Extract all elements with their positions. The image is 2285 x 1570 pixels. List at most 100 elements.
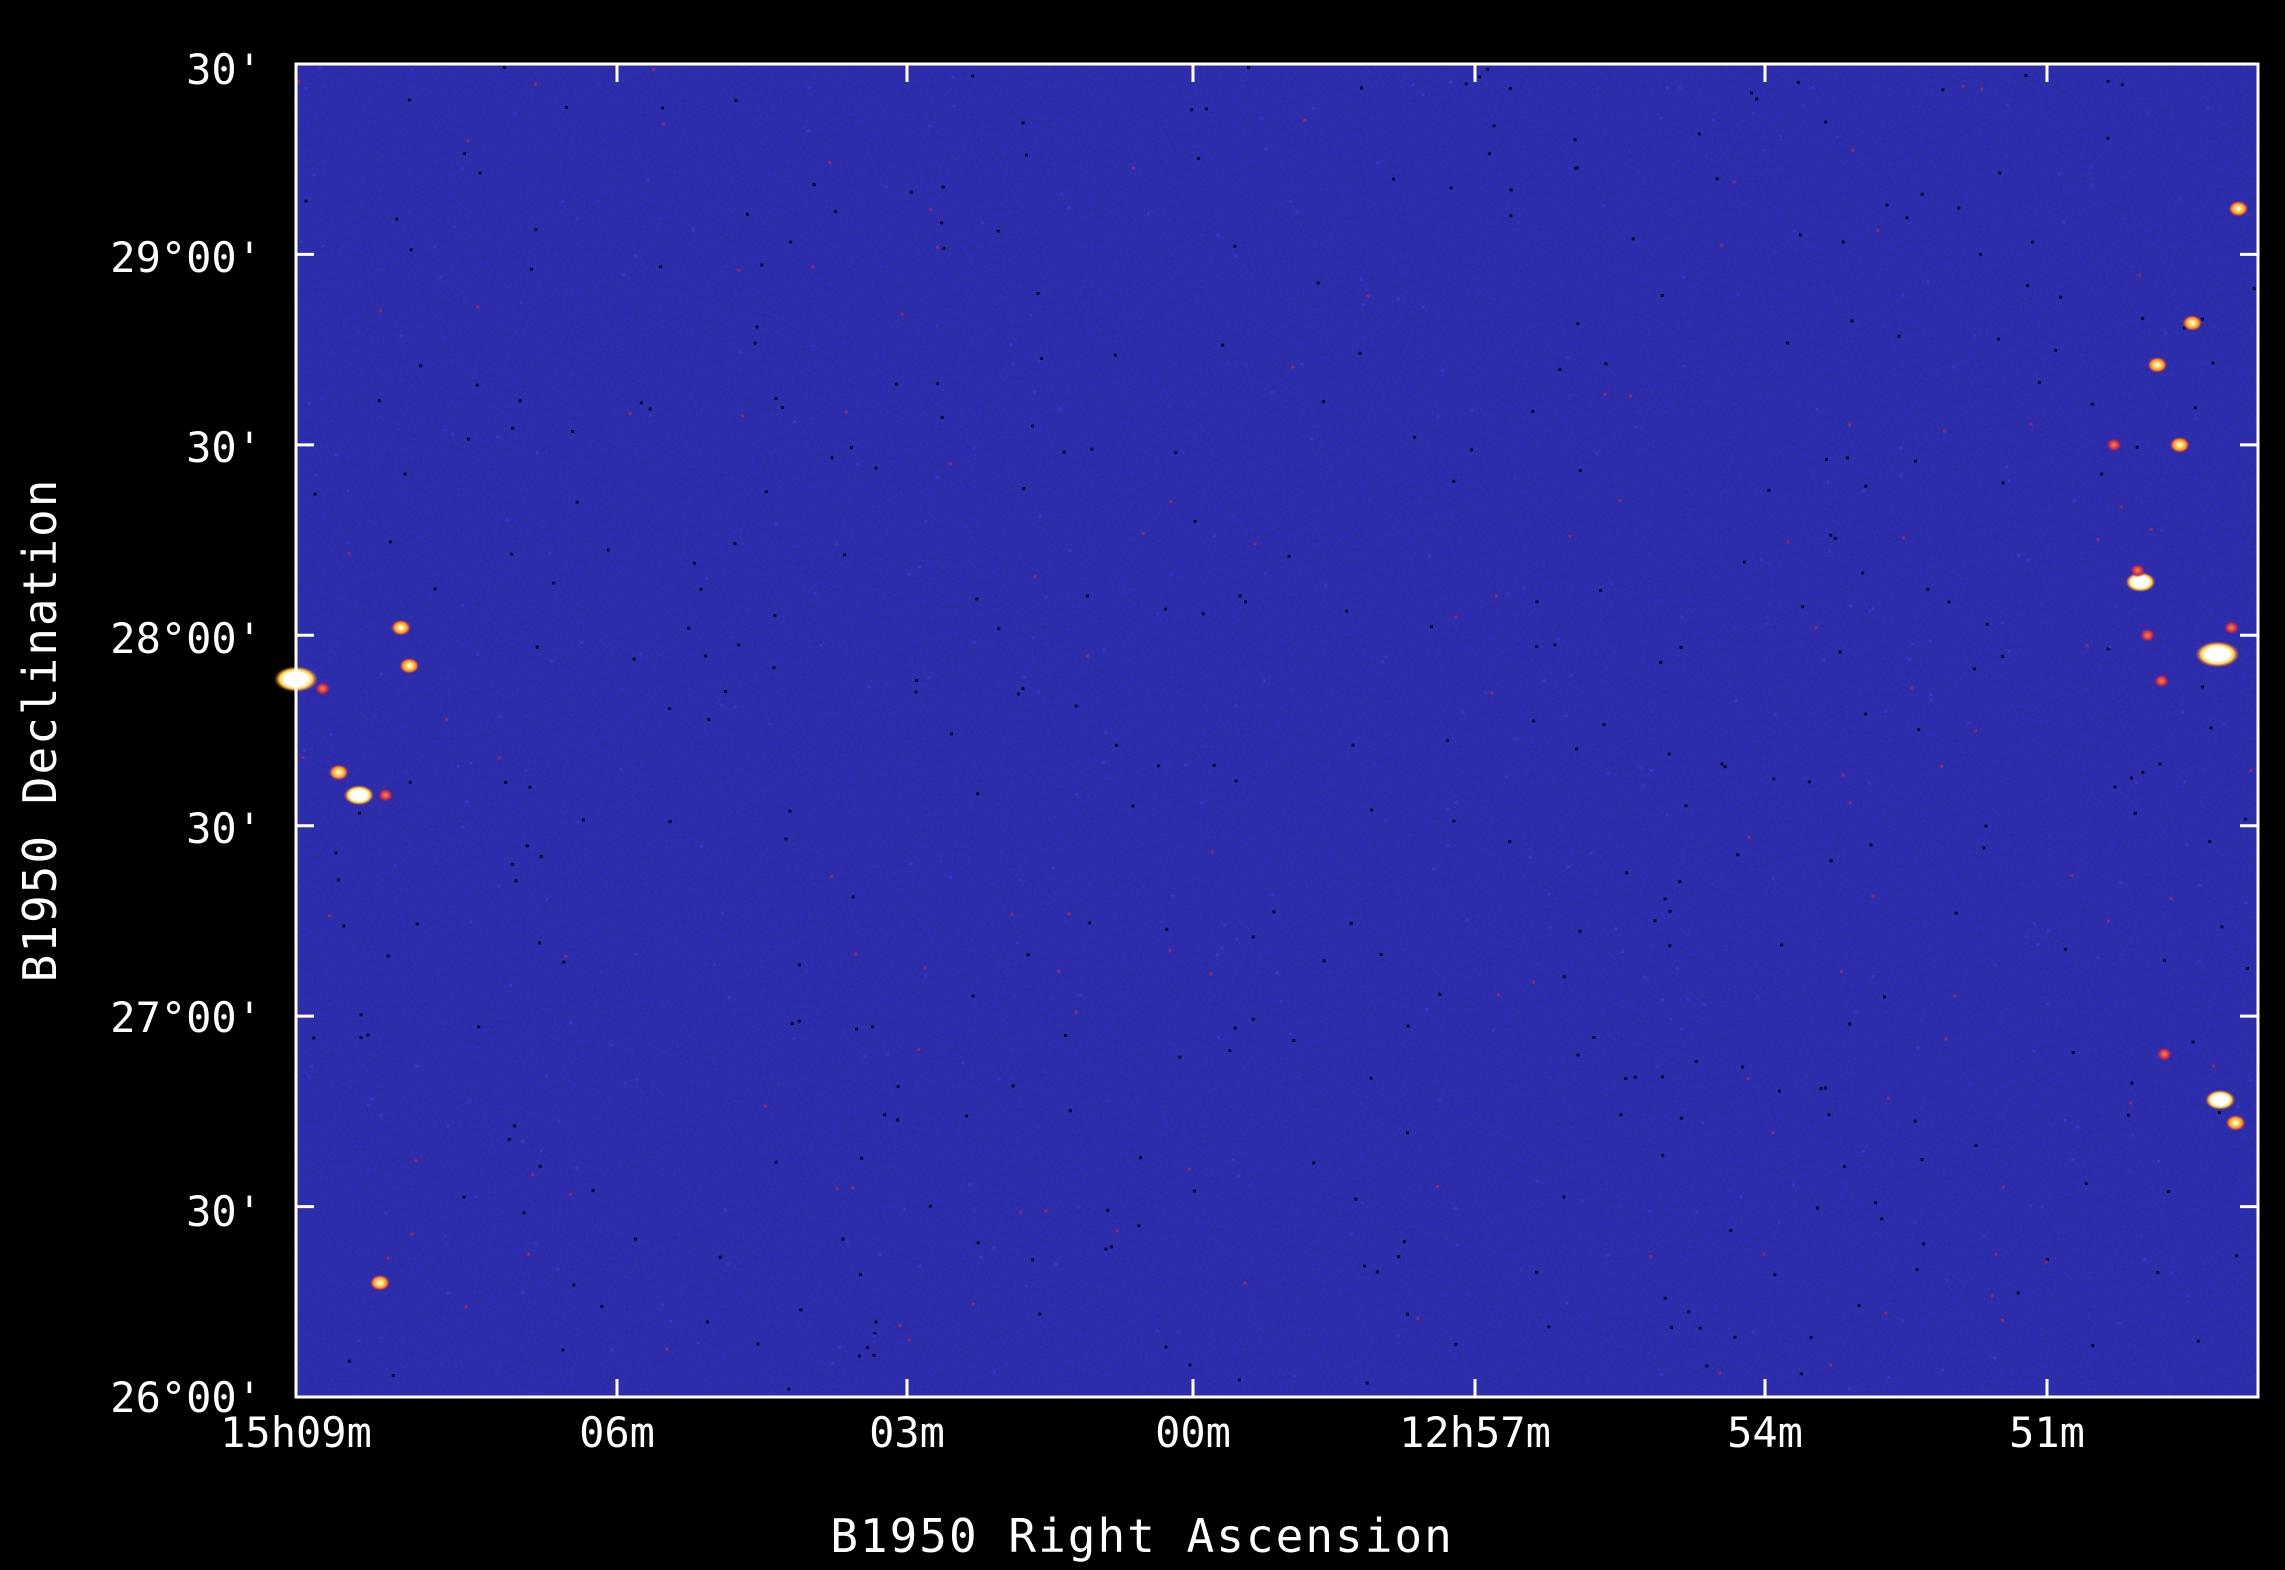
noise-speckle [1993, 963, 1997, 966]
noise-speckle [1187, 1167, 1191, 1171]
noise-speckle [367, 1103, 371, 1107]
noise-speckle [529, 267, 533, 271]
noise-speckle [1369, 1076, 1373, 1080]
noise-speckle [1827, 550, 1831, 553]
noise-speckle [525, 844, 529, 848]
noise-speckle [1505, 775, 1509, 779]
noise-speckle [2054, 348, 2058, 352]
radio-source-source-3 [328, 764, 349, 781]
noise-speckle [1631, 237, 1635, 241]
noise-speckle [2113, 785, 2117, 789]
x-tick-label-3: 00m [1155, 1408, 1231, 1457]
radio-source-source-7 [390, 619, 411, 636]
noise-speckle [469, 761, 473, 765]
radio-source-source-13 [2147, 356, 2168, 373]
noise-speckle [1312, 1161, 1316, 1165]
noise-speckle [2157, 1159, 2160, 1163]
noise-speckle [408, 780, 412, 784]
noise-speckle [1984, 824, 1988, 828]
noise-speckle [1575, 166, 1579, 170]
noise-speckle [981, 221, 984, 225]
noise-speckle [1796, 80, 1800, 84]
noise-speckle [1535, 1270, 1538, 1274]
noise-speckle [2243, 817, 2247, 821]
noise-speckle [1044, 596, 1048, 600]
noise-speckle [1566, 356, 1570, 360]
noise-speckle [1663, 1296, 1667, 1300]
noise-speckle [1104, 1247, 1108, 1251]
noise-speckle [1695, 1209, 1699, 1213]
noise-speckle [521, 1139, 525, 1143]
noise-speckle [1980, 87, 1984, 91]
noise-speckle [1365, 1381, 1369, 1385]
x-tick-label-6: 51m [2009, 1408, 2085, 1457]
noise-speckle [1421, 305, 1425, 309]
noise-speckle [2001, 481, 2005, 485]
noise-speckle [1019, 1210, 1022, 1214]
noise-speckle [972, 640, 976, 644]
noise-speckle [2141, 771, 2145, 774]
noise-speckle [475, 383, 479, 387]
radio-source-source-4 [343, 785, 374, 806]
noise-speckle [1452, 819, 1456, 823]
noise-speckle [2090, 402, 2094, 406]
noise-speckle [1798, 233, 1802, 237]
noise-speckle [1074, 704, 1078, 708]
radio-source-source-17 [2195, 641, 2240, 668]
noise-speckle [1910, 686, 1914, 690]
noise-speckle [996, 229, 1000, 233]
noise-speckle [1324, 583, 1328, 587]
noise-speckle [2044, 1260, 2048, 1264]
noise-speckle [1216, 233, 1220, 237]
noise-speckle [1259, 116, 1263, 120]
noise-speckle [1361, 303, 1365, 307]
noise-speckle [1221, 343, 1225, 347]
noise-speckle [1940, 1368, 1944, 1372]
noise-speckle [1679, 645, 1683, 649]
noise-speckle [433, 245, 437, 249]
noise-speckle [1985, 622, 1989, 626]
noise-speckle [1705, 1364, 1709, 1368]
noise-speckle [534, 228, 538, 232]
noise-speckle [909, 190, 913, 194]
noise-speckle [2025, 934, 2029, 938]
y-tick-label-5: 30' [186, 423, 262, 472]
noise-speckle [1054, 1262, 1058, 1266]
noise-speckle [1532, 719, 1536, 723]
noise-speckle [1495, 594, 1498, 598]
noise-speckle [792, 1037, 796, 1040]
noise-speckle [337, 878, 340, 882]
noise-speckle [1661, 1153, 1665, 1157]
noise-speckle [1441, 369, 1445, 373]
noise-speckle [312, 173, 316, 177]
noise-speckle [1292, 1039, 1296, 1042]
noise-speckle [2197, 960, 2201, 964]
noise-speckle [569, 1192, 573, 1196]
x-tick-label-2: 03m [869, 1408, 945, 1457]
noise-speckle [914, 690, 918, 694]
noise-speckle [707, 718, 711, 722]
noise-speckle [1752, 1330, 1756, 1334]
noise-speckle [391, 1374, 395, 1377]
noise-speckle [1861, 571, 1865, 575]
noise-speckle [965, 1114, 968, 1118]
noise-speckle [342, 924, 346, 928]
noise-speckle [507, 1137, 511, 1141]
noise-speckle [1316, 281, 1320, 285]
noise-speckle [2206, 106, 2210, 110]
noise-speckle [1982, 846, 1986, 850]
radio-source-source-19 [2205, 1089, 2236, 1110]
noise-speckle [1667, 752, 1671, 756]
noise-speckle [564, 954, 568, 958]
noise-speckle [935, 245, 939, 249]
noise-speckle [1380, 660, 1384, 664]
noise-speckle [1884, 1311, 1888, 1315]
noise-speckle [713, 962, 716, 966]
noise-speckle [1236, 1174, 1240, 1178]
noise-speckle [835, 1187, 839, 1191]
noise-speckle [386, 954, 390, 958]
noise-speckle [2196, 1339, 2200, 1343]
noise-speckle [1901, 293, 1904, 297]
noise-speckle [1841, 773, 1845, 777]
noise-speckle [1547, 1325, 1551, 1329]
